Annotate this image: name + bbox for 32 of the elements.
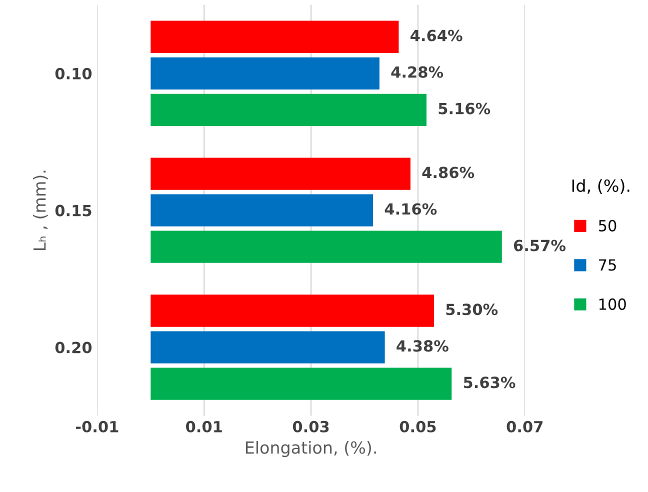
bar bbox=[150, 194, 374, 226]
x-tick-label: 0.07 bbox=[506, 420, 543, 432]
x-tick-label: 0.03 bbox=[292, 420, 329, 432]
data-label: 4.16% bbox=[384, 203, 437, 215]
data-label: 4.64% bbox=[410, 30, 462, 42]
data-label: 4.28% bbox=[391, 66, 444, 78]
y-tick-label: 0.10 bbox=[55, 68, 92, 80]
y-axis-title: Lₕ , (mm). bbox=[32, 170, 48, 250]
legend-title: Id, (%). bbox=[572, 179, 630, 194]
data-label: 4.38% bbox=[396, 340, 448, 352]
x-tick-label: 0.05 bbox=[400, 420, 436, 432]
data-label: 5.30% bbox=[446, 304, 498, 316]
legend-label: 50 bbox=[598, 220, 616, 232]
y-tick-label: 0.15 bbox=[55, 204, 92, 216]
bar bbox=[150, 20, 399, 53]
bar bbox=[150, 294, 434, 327]
data-label: 5.16% bbox=[438, 102, 490, 114]
legend-label: 100 bbox=[599, 298, 626, 310]
data-label: 5.63% bbox=[464, 376, 516, 388]
y-tick-label: 0.20 bbox=[55, 342, 92, 354]
bar bbox=[150, 230, 502, 263]
x-tick-label: 0.01 bbox=[186, 420, 222, 432]
x-tick-label: -0.01 bbox=[76, 420, 118, 432]
data-label: 4.86% bbox=[422, 166, 474, 178]
x-axis-title: Elongation, (%). bbox=[246, 440, 376, 458]
bar bbox=[150, 94, 427, 126]
bar bbox=[150, 368, 452, 400]
bar bbox=[150, 57, 380, 90]
bar bbox=[150, 158, 410, 190]
legend-label: 75 bbox=[599, 259, 616, 271]
data-label: 6.57% bbox=[514, 240, 566, 252]
bar bbox=[150, 331, 385, 364]
